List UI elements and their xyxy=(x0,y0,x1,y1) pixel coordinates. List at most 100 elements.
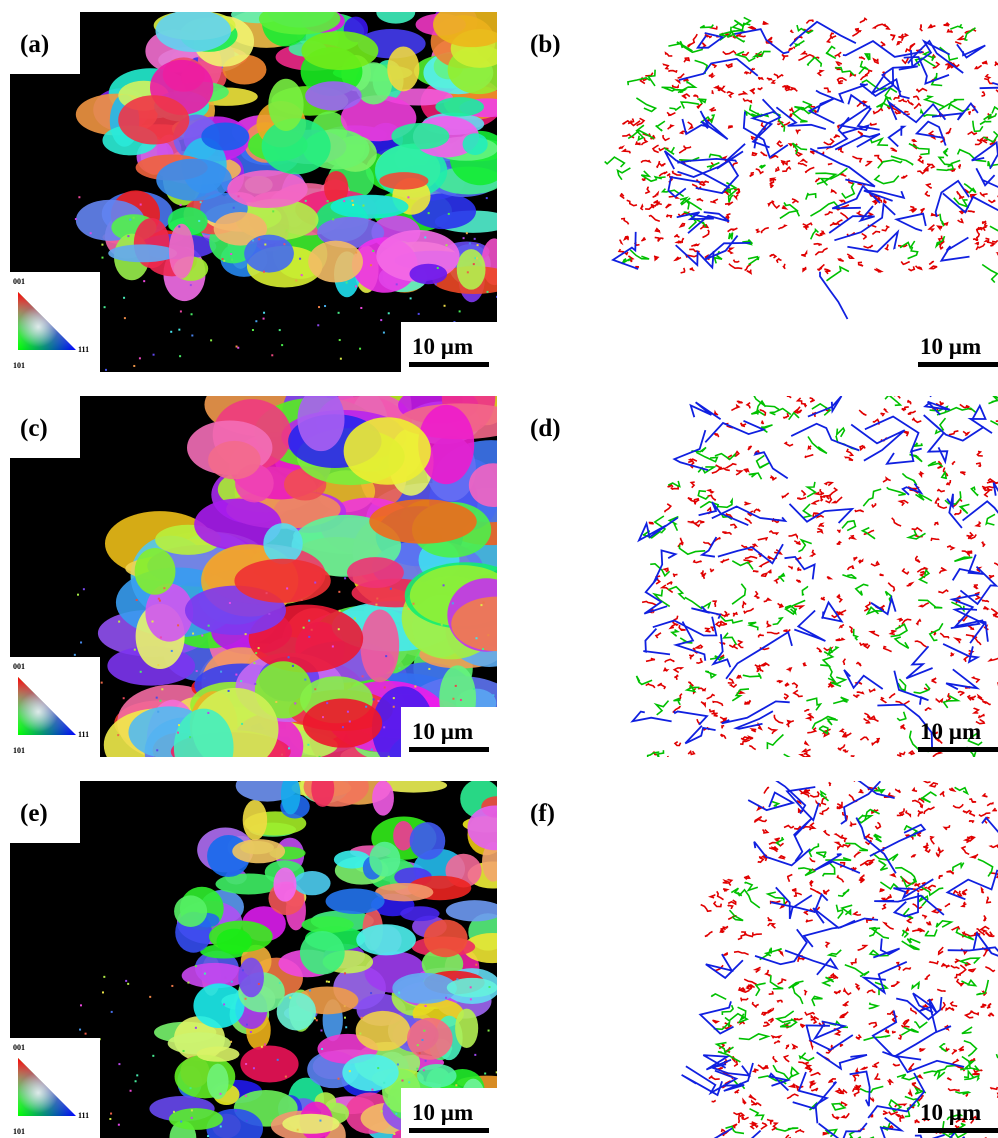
noise xyxy=(134,649,136,651)
noise xyxy=(346,281,348,283)
panel-label: (d) xyxy=(530,415,561,442)
noise xyxy=(483,602,485,604)
noise xyxy=(339,610,341,612)
noise xyxy=(230,1041,232,1043)
noise xyxy=(299,258,301,260)
noise xyxy=(388,1103,390,1105)
grain xyxy=(372,781,394,816)
noise xyxy=(178,329,180,331)
noise xyxy=(474,238,476,240)
noise xyxy=(362,675,364,677)
noise xyxy=(337,1078,339,1080)
grain xyxy=(369,499,477,544)
ipf-label: 001 xyxy=(13,1043,25,1052)
noise xyxy=(236,346,238,348)
noise xyxy=(133,365,135,367)
noise xyxy=(203,677,205,679)
noise xyxy=(393,1133,395,1135)
noise xyxy=(123,697,125,699)
noise xyxy=(410,297,412,299)
noise xyxy=(288,656,290,658)
noise xyxy=(376,598,378,600)
noise xyxy=(413,603,415,605)
grain xyxy=(300,931,345,975)
panel: (d)10 µm xyxy=(520,396,998,757)
noise xyxy=(191,1117,193,1119)
noise xyxy=(332,645,334,647)
noise xyxy=(281,344,283,346)
grain xyxy=(108,244,177,262)
noise xyxy=(78,196,80,198)
boundary xyxy=(912,208,915,212)
scale-bar xyxy=(918,747,998,752)
boundary xyxy=(977,242,979,245)
noise xyxy=(347,711,349,713)
noise xyxy=(380,319,382,321)
noise xyxy=(445,997,447,999)
noise xyxy=(238,195,240,197)
noise xyxy=(496,296,497,298)
noise xyxy=(317,324,319,326)
noise xyxy=(397,1063,399,1065)
noise xyxy=(332,218,334,220)
boundary xyxy=(938,226,942,229)
noise xyxy=(253,1067,255,1069)
noise xyxy=(157,664,159,666)
map-background xyxy=(520,781,998,1138)
noise xyxy=(74,654,76,656)
noise xyxy=(171,650,173,652)
noise xyxy=(195,965,197,967)
noise xyxy=(342,726,344,728)
noise xyxy=(393,697,395,699)
noise xyxy=(355,285,357,287)
panel-label: (a) xyxy=(20,31,49,58)
boundary xyxy=(737,675,740,678)
noise xyxy=(372,250,374,252)
noise xyxy=(396,283,398,285)
noise xyxy=(320,1030,322,1032)
noise xyxy=(245,998,247,1000)
noise xyxy=(319,1120,321,1122)
noise xyxy=(295,280,297,282)
noise xyxy=(301,599,303,601)
scale-bar xyxy=(918,1128,998,1133)
grain xyxy=(208,441,261,479)
scale-bar xyxy=(409,747,489,752)
grain xyxy=(207,1064,229,1100)
grain xyxy=(303,699,382,748)
noise xyxy=(183,1050,185,1052)
grain xyxy=(455,1009,478,1048)
grain xyxy=(216,929,251,955)
grain xyxy=(262,118,331,174)
noise xyxy=(349,1070,351,1072)
noise xyxy=(190,1087,192,1089)
boundary xyxy=(972,1073,979,1074)
ipf-label: 111 xyxy=(78,1111,89,1120)
noise xyxy=(470,998,472,1000)
noise xyxy=(118,1124,120,1126)
grain xyxy=(347,557,404,588)
noise xyxy=(321,1048,323,1050)
noise xyxy=(352,204,354,206)
noise xyxy=(393,706,395,708)
noise xyxy=(220,671,222,673)
noise xyxy=(242,969,244,971)
noise xyxy=(292,665,294,667)
grain xyxy=(240,1045,298,1082)
noise xyxy=(235,674,237,676)
grain xyxy=(156,159,232,201)
grain xyxy=(457,249,486,290)
noise xyxy=(140,204,142,206)
grain xyxy=(379,172,428,189)
grain xyxy=(410,822,446,859)
noise xyxy=(177,732,179,734)
grain xyxy=(400,906,439,921)
noise xyxy=(435,283,437,285)
noise xyxy=(383,726,385,728)
boundary xyxy=(758,77,762,79)
noise xyxy=(294,702,296,704)
grain xyxy=(263,523,302,564)
noise xyxy=(328,981,330,983)
noise xyxy=(362,205,364,207)
grain xyxy=(268,79,303,131)
